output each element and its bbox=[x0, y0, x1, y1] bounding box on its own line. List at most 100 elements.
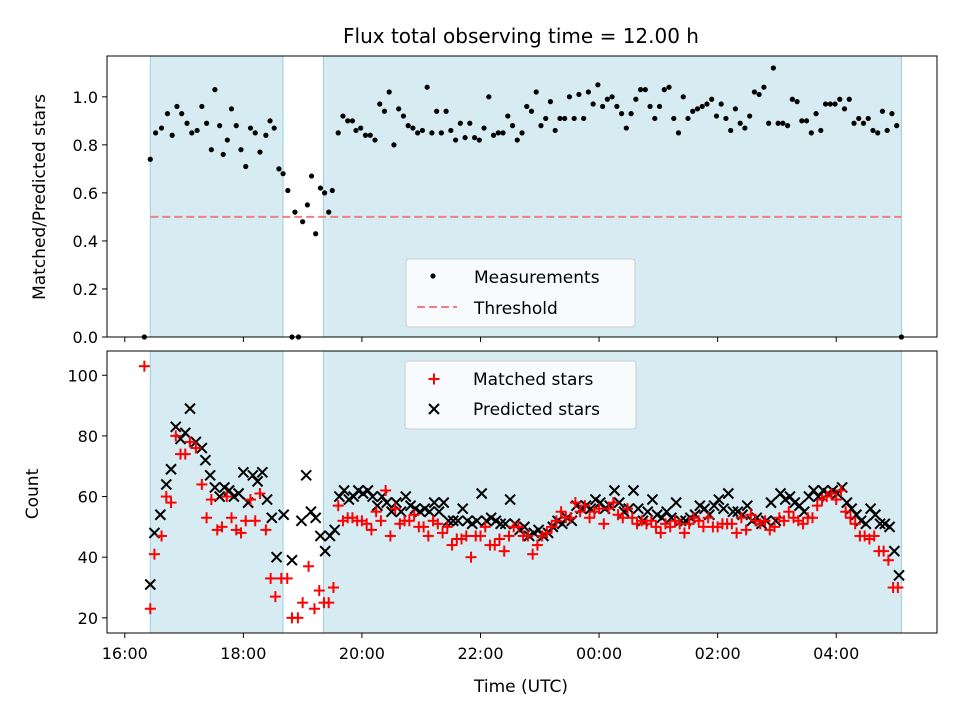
x-marker-stroke bbox=[789, 496, 801, 509]
x-marker-stroke bbox=[428, 496, 440, 509]
measurement-point bbox=[709, 96, 715, 102]
measurement-point bbox=[424, 84, 430, 90]
legend-predicted-marker bbox=[428, 403, 440, 415]
matched-star-point bbox=[735, 512, 747, 524]
x-marker-stroke bbox=[518, 521, 531, 533]
top-y-tick-label: 0.6 bbox=[73, 184, 98, 203]
measurement-point bbox=[153, 130, 159, 136]
x-marker-stroke bbox=[184, 402, 196, 415]
matched-star-point bbox=[196, 478, 208, 490]
matched-star-point bbox=[184, 436, 196, 448]
measurement-point bbox=[391, 142, 397, 148]
measurement-point bbox=[292, 209, 298, 215]
measurement-point bbox=[514, 137, 520, 143]
measurement-point bbox=[158, 125, 165, 131]
x-marker-stroke bbox=[893, 569, 905, 582]
measurement-point bbox=[633, 96, 639, 102]
matched-star-point bbox=[702, 512, 714, 524]
predicted-star-point bbox=[184, 402, 196, 415]
predicted-star-point bbox=[266, 512, 278, 524]
measurement-point bbox=[694, 106, 701, 112]
matched-star-point bbox=[375, 515, 387, 527]
x-marker-stroke bbox=[251, 475, 264, 488]
matched-star-point bbox=[148, 548, 160, 560]
matched-star-point bbox=[584, 512, 596, 524]
x-marker-stroke bbox=[423, 506, 436, 518]
measurement-point bbox=[647, 103, 653, 110]
matched-star-point bbox=[190, 442, 202, 454]
predicted-star-point bbox=[741, 499, 753, 512]
top-plot-shaded-span bbox=[149, 55, 284, 338]
matched-star-point bbox=[674, 518, 686, 530]
measurement-point bbox=[543, 115, 549, 122]
matched-star-point bbox=[205, 494, 217, 506]
matched-star-point bbox=[697, 521, 709, 533]
measurement-point bbox=[794, 99, 800, 105]
measurement-point bbox=[467, 120, 473, 126]
x-marker-stroke bbox=[247, 469, 259, 482]
measurement-point bbox=[704, 101, 710, 107]
predicted-star-point bbox=[874, 518, 886, 530]
matched-star-point bbox=[201, 512, 213, 524]
measurement-point bbox=[690, 108, 696, 114]
measurement-point bbox=[308, 173, 315, 179]
measurement-point bbox=[358, 125, 364, 131]
matched-star-point bbox=[882, 554, 894, 566]
matched-star-point bbox=[403, 515, 415, 527]
matched-star-point bbox=[541, 527, 553, 539]
bottom-y-tick-label: 80 bbox=[78, 427, 98, 446]
x-marker-stroke bbox=[722, 487, 735, 500]
top-plot-frame bbox=[106, 55, 938, 338]
matched-star-point bbox=[309, 603, 320, 615]
predicted-star-point bbox=[199, 454, 212, 466]
x-marker-stroke bbox=[784, 490, 796, 503]
measurement-point bbox=[737, 120, 743, 126]
matched-star-point bbox=[607, 497, 619, 509]
measurement-point bbox=[884, 127, 890, 134]
predicted-star-point bbox=[727, 506, 739, 518]
measurement-point bbox=[780, 120, 786, 126]
measurement-point bbox=[212, 87, 218, 93]
x-marker-stroke bbox=[362, 484, 374, 497]
measurement-point bbox=[637, 87, 644, 93]
top-y-axis-label: Matched/Predicted stars bbox=[30, 94, 50, 300]
measurement-point bbox=[680, 94, 686, 100]
measurement-point bbox=[400, 113, 407, 119]
predicted-star-point bbox=[277, 509, 290, 521]
x-marker-stroke bbox=[494, 518, 507, 530]
predicted-star-point bbox=[314, 530, 327, 542]
matched-star-point bbox=[418, 521, 430, 533]
matched-star-point bbox=[655, 527, 667, 539]
matched-star-point bbox=[327, 582, 339, 594]
measurement-point bbox=[453, 137, 459, 143]
x-marker-stroke bbox=[148, 527, 161, 539]
predicted-star-point bbox=[160, 478, 172, 491]
predicted-star-point bbox=[442, 515, 455, 527]
predicted-star-point bbox=[452, 515, 464, 527]
matched-star-point bbox=[626, 512, 638, 524]
matched-star-point bbox=[389, 503, 401, 515]
x-marker-stroke bbox=[204, 469, 216, 482]
measurement-point bbox=[785, 123, 791, 129]
x-tick-label: 20:00 bbox=[339, 644, 385, 663]
measurement-point bbox=[894, 123, 900, 129]
predicted-star-point bbox=[295, 515, 308, 527]
matched-star-point bbox=[617, 512, 629, 524]
matched-star-point bbox=[465, 551, 477, 563]
measurement-point bbox=[335, 130, 341, 136]
x-tick-label: 18:00 bbox=[220, 644, 266, 663]
bottom-legend-box bbox=[404, 360, 637, 430]
matched-star-point bbox=[370, 506, 382, 518]
matched-star-point bbox=[593, 503, 605, 515]
measurement-point bbox=[609, 94, 615, 100]
x-marker-stroke bbox=[632, 502, 644, 515]
x-tick-label: 00:00 bbox=[576, 644, 622, 663]
x-marker-stroke bbox=[438, 496, 450, 509]
matched-star-point bbox=[244, 494, 256, 506]
matched-star-point bbox=[221, 491, 233, 503]
matched-star-point bbox=[446, 539, 458, 551]
matched-star-point bbox=[840, 506, 852, 518]
measurement-point bbox=[247, 125, 254, 131]
x-marker-stroke bbox=[585, 502, 597, 515]
